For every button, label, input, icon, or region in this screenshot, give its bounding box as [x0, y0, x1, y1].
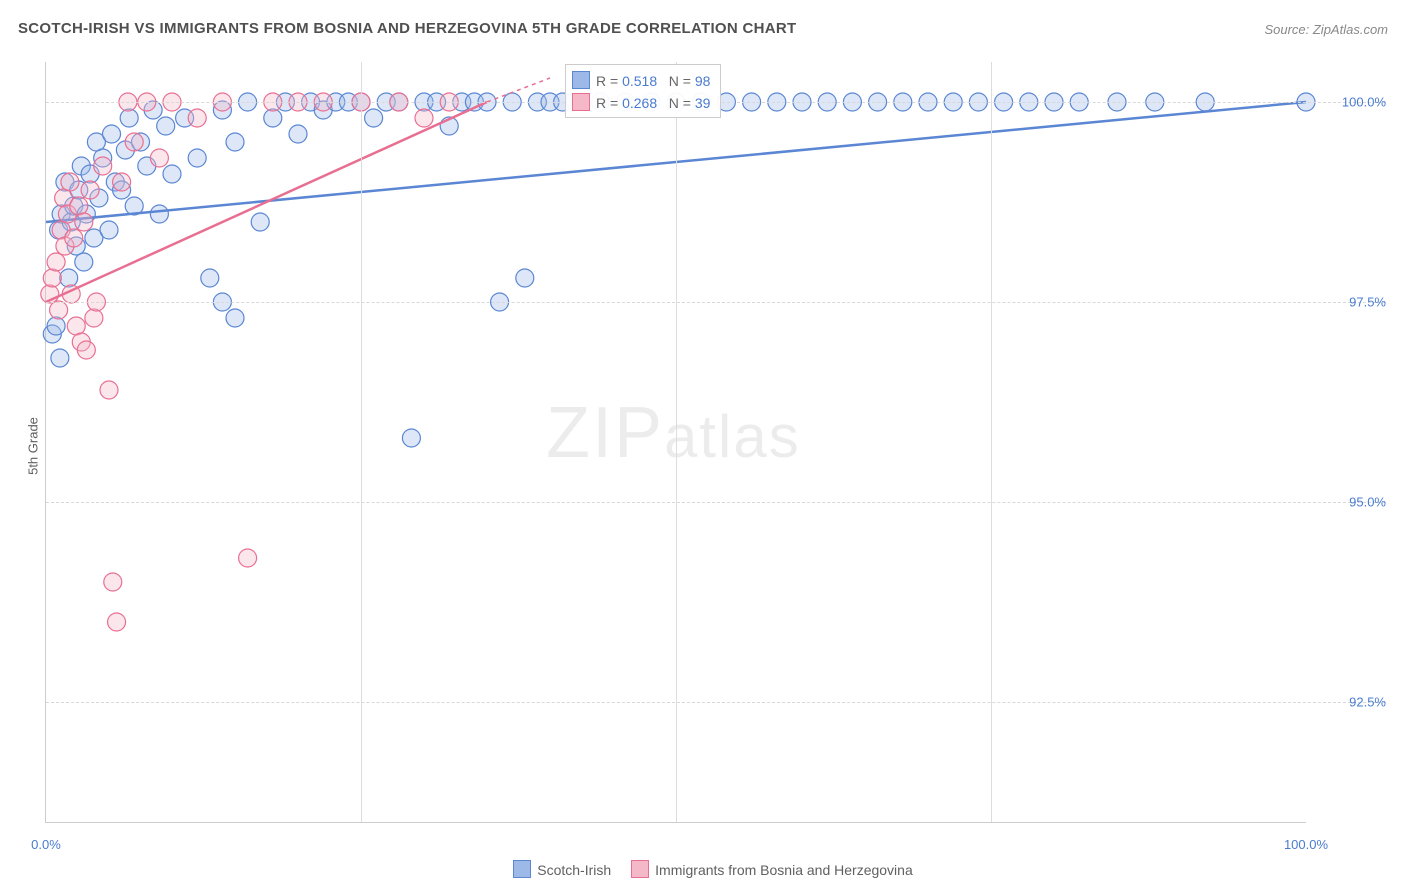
- data-point: [402, 429, 420, 447]
- gridline-h: [46, 302, 1386, 303]
- data-point: [51, 349, 69, 367]
- correlation-stats-box: R = 0.518 N = 98R = 0.268 N = 39: [565, 64, 721, 118]
- data-point: [61, 173, 79, 191]
- data-point: [108, 613, 126, 631]
- scatter-svg: [46, 62, 1406, 822]
- gridline-h: [46, 502, 1386, 503]
- legend-label: Immigrants from Bosnia and Herzegovina: [655, 862, 913, 878]
- y-tick-label: 100.0%: [1342, 95, 1386, 110]
- data-point: [75, 213, 93, 231]
- legend-label: Scotch-Irish: [537, 862, 611, 878]
- data-point: [415, 109, 433, 127]
- x-tick-label: 0.0%: [31, 837, 61, 852]
- data-point: [94, 157, 112, 175]
- data-point: [70, 197, 88, 215]
- y-tick-label: 95.0%: [1349, 495, 1386, 510]
- data-point: [188, 149, 206, 167]
- gridline-v: [361, 62, 362, 822]
- gridline-h: [46, 702, 1386, 703]
- y-tick-label: 97.5%: [1349, 295, 1386, 310]
- data-point: [47, 253, 65, 271]
- data-point: [226, 309, 244, 327]
- data-point: [516, 269, 534, 287]
- data-point: [289, 125, 307, 143]
- gridline-v: [676, 62, 677, 822]
- data-point: [201, 269, 219, 287]
- y-axis-label: 5th Grade: [25, 417, 40, 475]
- data-point: [163, 165, 181, 183]
- data-point: [226, 133, 244, 151]
- data-point: [60, 269, 78, 287]
- data-point: [43, 269, 61, 287]
- scatter-plot-area: ZIPatlas 92.5%95.0%97.5%100.0%0.0%100.0%: [45, 62, 1306, 823]
- gridline-v: [991, 62, 992, 822]
- data-point: [50, 301, 68, 319]
- x-tick-label: 100.0%: [1284, 837, 1328, 852]
- data-point: [77, 341, 95, 359]
- data-point: [85, 309, 103, 327]
- legend: Scotch-Irish Immigrants from Bosnia and H…: [0, 860, 1406, 878]
- data-point: [365, 109, 383, 127]
- data-point: [100, 221, 118, 239]
- data-point: [81, 181, 99, 199]
- data-point: [150, 149, 168, 167]
- legend-swatch: [631, 860, 649, 878]
- data-point: [104, 573, 122, 591]
- data-point: [264, 109, 282, 127]
- data-point: [100, 381, 118, 399]
- data-point: [239, 549, 257, 567]
- data-point: [113, 173, 131, 191]
- y-tick-label: 92.5%: [1349, 695, 1386, 710]
- data-point: [188, 109, 206, 127]
- data-point: [120, 109, 138, 127]
- data-point: [103, 125, 121, 143]
- data-point: [251, 213, 269, 231]
- source-attribution: Source: ZipAtlas.com: [1264, 22, 1388, 37]
- stats-row: R = 0.518 N = 98: [566, 69, 720, 91]
- data-point: [157, 117, 175, 135]
- data-point: [75, 253, 93, 271]
- data-point: [47, 317, 65, 335]
- stats-row: R = 0.268 N = 39: [566, 91, 720, 113]
- chart-title: SCOTCH-IRISH VS IMMIGRANTS FROM BOSNIA A…: [18, 20, 797, 37]
- legend-swatch: [513, 860, 531, 878]
- data-point: [125, 133, 143, 151]
- data-point: [65, 229, 83, 247]
- data-point: [67, 317, 85, 335]
- data-point: [150, 205, 168, 223]
